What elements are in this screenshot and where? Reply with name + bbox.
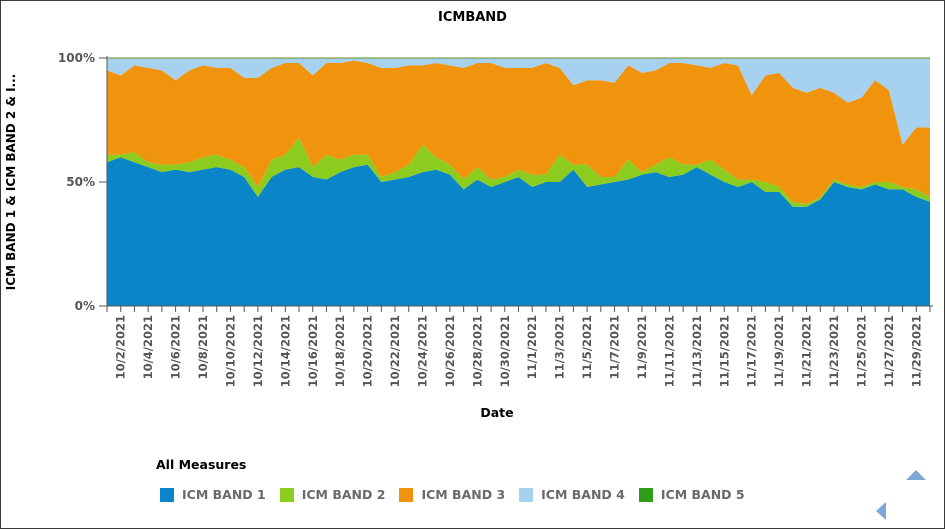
x-tick-label: 10/14/2021 bbox=[278, 315, 292, 387]
y-tick-layer: 0% 50% 100% bbox=[58, 51, 107, 313]
x-tick-label: 11/11/2021 bbox=[662, 315, 676, 387]
legend: ICM BAND 1 ICM BAND 2 ICM BAND 3 ICM BAND 4… bbox=[160, 487, 759, 502]
y-tick-label: 50% bbox=[66, 175, 95, 189]
x-tick-label: 10/6/2021 bbox=[169, 315, 183, 379]
x-tick-label: 10/20/2021 bbox=[361, 315, 375, 387]
area-icm-band-2 bbox=[107, 137, 930, 207]
x-tick-label: 11/17/2021 bbox=[745, 315, 759, 387]
legend-label: ICM BAND 3 bbox=[421, 487, 506, 502]
x-tick-label: 11/25/2021 bbox=[854, 315, 868, 387]
legend-item[interactable]: ICM BAND 5 bbox=[638, 487, 745, 502]
x-tick-label: 10/18/2021 bbox=[333, 315, 347, 387]
x-tick-label: 10/16/2021 bbox=[306, 315, 320, 387]
legend-item[interactable]: ICM BAND 3 bbox=[399, 487, 505, 502]
x-tick-label: 11/13/2021 bbox=[690, 315, 704, 387]
x-tick-label: 11/5/2021 bbox=[580, 315, 594, 379]
y-tick-label: 100% bbox=[58, 51, 95, 65]
area-icm-band-4 bbox=[107, 58, 930, 145]
y-tick-label: 0% bbox=[75, 299, 95, 313]
legend-label: ICM BAND 4 bbox=[541, 487, 625, 502]
x-tick-label: 11/7/2021 bbox=[608, 315, 622, 379]
area-layer bbox=[107, 57, 930, 306]
x-tick-label: 11/3/2021 bbox=[553, 315, 567, 379]
x-tick-label: 11/9/2021 bbox=[635, 315, 649, 379]
x-tick-label: 10/10/2021 bbox=[223, 315, 237, 387]
area-icm-band-1 bbox=[107, 157, 930, 306]
legend-item[interactable]: ICM BAND 1 bbox=[160, 487, 266, 502]
x-tick-label: 11/1/2021 bbox=[525, 315, 539, 379]
x-tick-label: 10/22/2021 bbox=[388, 315, 402, 387]
legend-label: ICM BAND 5 bbox=[660, 487, 745, 502]
y-axis-label: ICM BAND 1 & ICM BAND 2 & I... bbox=[4, 73, 18, 291]
x-tick-label: 10/2/2021 bbox=[114, 315, 128, 379]
legend-item[interactable]: ICM BAND 4 bbox=[519, 487, 625, 502]
legend-swatch bbox=[638, 487, 653, 502]
x-tick-label: 10/8/2021 bbox=[196, 315, 210, 379]
x-tick-label: 10/4/2021 bbox=[141, 315, 155, 379]
scroll-left-icon[interactable] bbox=[876, 502, 886, 520]
scroll-up-icon[interactable] bbox=[906, 470, 926, 480]
legend-label: ICM BAND 2 bbox=[301, 487, 386, 502]
legend-item[interactable]: ICM BAND 2 bbox=[279, 487, 386, 502]
legend-swatch bbox=[399, 487, 414, 502]
x-tick-label: 11/19/2021 bbox=[772, 315, 786, 387]
x-tick-label: 10/30/2021 bbox=[498, 315, 512, 387]
x-tick-label: 11/27/2021 bbox=[882, 315, 896, 387]
x-tick-label: 10/26/2021 bbox=[443, 315, 457, 387]
x-tick-label: 11/15/2021 bbox=[717, 315, 731, 387]
chart-title: ICMBAND bbox=[438, 10, 507, 25]
x-axis-label: Date bbox=[480, 405, 514, 420]
x-tick-layer: 10/2/2021 10/4/2021 10/6/2021 10/8/2021 10/1… bbox=[106, 306, 931, 387]
x-tick-label: 11/21/2021 bbox=[800, 315, 814, 387]
legend-swatch bbox=[160, 487, 174, 502]
x-tick-label: 11/29/2021 bbox=[909, 315, 923, 387]
legend-title: All Measures bbox=[156, 457, 247, 472]
x-tick-label: 11/23/2021 bbox=[827, 315, 841, 387]
x-tick-label: 10/12/2021 bbox=[251, 315, 265, 387]
legend-label: ICM BAND 1 bbox=[182, 487, 266, 502]
x-tick-label: 10/28/2021 bbox=[470, 315, 484, 387]
x-tick-label: 10/24/2021 bbox=[416, 315, 430, 387]
area-icm-band-3 bbox=[107, 60, 930, 205]
legend-swatch bbox=[519, 487, 534, 502]
legend-swatch bbox=[279, 487, 294, 502]
